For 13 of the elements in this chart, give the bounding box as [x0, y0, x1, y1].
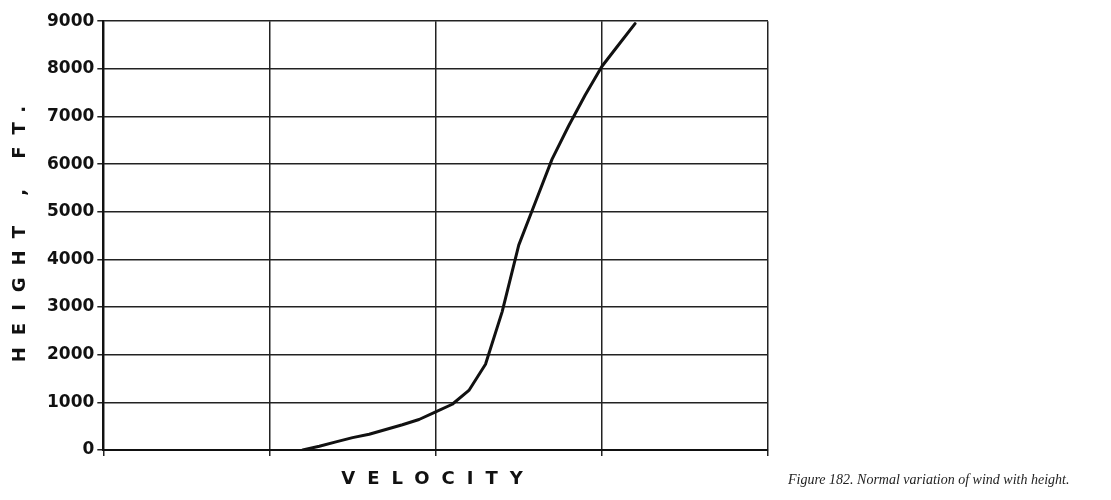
y-tick-label: 4000	[46, 247, 95, 268]
y-tick-label: 8000	[46, 57, 95, 78]
y-axis-title: HEIGHT , FT.	[8, 93, 29, 363]
x-axis-title: VELOCITY	[340, 467, 536, 488]
y-tick-label: 9000	[46, 9, 95, 30]
y-tick-label: 3000	[46, 295, 95, 316]
y-tick-label: 7000	[46, 104, 95, 125]
y-tick-label: 5000	[46, 200, 95, 221]
caption: Figure 182. Normal variation of wind with height.	[788, 472, 1071, 488]
y-tick-label: 1000	[46, 390, 95, 411]
y-tick-label: 6000	[46, 152, 95, 173]
y-tick-label: 2000	[46, 343, 95, 364]
y-tick-label: 0	[82, 438, 95, 459]
